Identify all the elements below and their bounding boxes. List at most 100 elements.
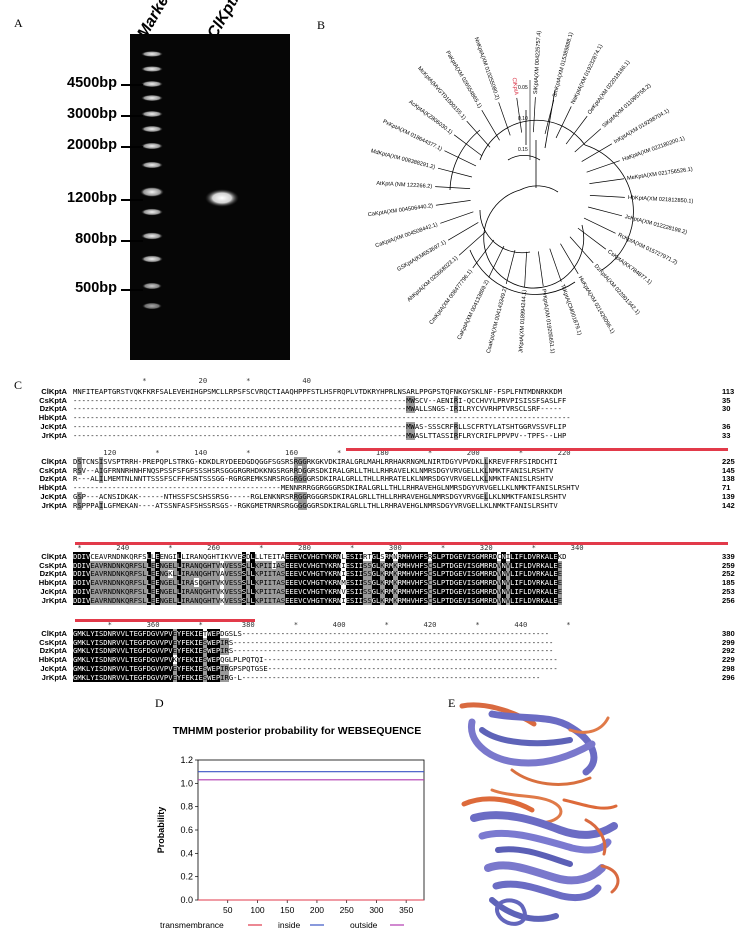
- tmhmm-chart: TMHMM posterior probability for WEBSEQUE…: [156, 725, 425, 930]
- tree-leaf-branch: [472, 239, 495, 269]
- alignment-sequence-name: JcKptA: [40, 421, 67, 431]
- panel-b-letter: B: [317, 18, 326, 32]
- tree-leaf-label: AtKptA (NM 122266.2): [376, 181, 432, 190]
- tree-leaf-branch: [466, 120, 491, 148]
- alignment-residue-count: 36: [722, 421, 731, 431]
- ladder-band: [141, 110, 163, 118]
- tree-leaf-label: SmKptA(XM 015389888.1): [552, 32, 575, 98]
- alignment-sequence-name: JrKptA: [41, 672, 67, 682]
- tree-leaf-label: HaKptA(XM 022180200.1): [622, 136, 686, 163]
- bp-label-800: 800bp: [75, 231, 117, 247]
- alignment-residue-count: 298: [722, 663, 735, 673]
- alignment-residue-count: 145: [722, 465, 735, 475]
- tree-leaf-label: CaKptA(XM 004508442.1): [375, 222, 439, 249]
- alignment-sequence-name: DzKptA: [39, 404, 67, 414]
- ladder-band: [141, 125, 163, 133]
- tree-leaf-label: MeKptA(XM 021756526.1): [627, 167, 694, 182]
- chart-legend: transmembrance inside outside: [160, 920, 404, 930]
- chart-frame: [197, 759, 425, 901]
- y-tick-label: 0.4: [180, 848, 193, 858]
- y-tick-label: 0.8: [180, 802, 193, 812]
- legend-label: inside: [278, 920, 300, 930]
- alignment-sequence-name: ClKptA: [41, 457, 67, 466]
- panel-a-letter: A: [14, 16, 23, 30]
- alignment-sequence: MNFITEAPTGRSTVQKFKRFSALEVEHIHGPSMCLLRPSF…: [73, 387, 562, 396]
- alignment-sequence-name: CsKptA: [39, 560, 67, 570]
- alignment-sequence: DDIVEAVRNDNKQRFSLLEENGKLLIRANQGHTVAVESSS…: [73, 569, 563, 579]
- sample-band: [205, 189, 239, 207]
- legend-label: transmembrance: [160, 920, 224, 930]
- ladder-band: [141, 255, 163, 263]
- alignment-sequence-name: JcKptA: [40, 586, 67, 596]
- alignment-residue-count: 299: [722, 637, 735, 647]
- alignment-sequence-name: HbKptA: [38, 483, 67, 493]
- alignment-sequence: DDIVEAVRNDNKQRFSLLEENGELLIRANQGHTVKVESSS…: [73, 586, 563, 596]
- domain-bar: [346, 448, 728, 451]
- tree-leaf-label: ClKptA: [510, 77, 518, 95]
- tree-leaf-label: AcKptA(KZ806030.1): [407, 99, 453, 136]
- y-tick-label: 1.0: [180, 778, 193, 788]
- tree-leaf-branch: [505, 250, 516, 285]
- tree-leaf-branch: [447, 222, 479, 241]
- tree-leaf-branch: [549, 248, 562, 282]
- tree-leaf-label: MdKptA(XM 008388291.2): [370, 148, 436, 170]
- tree-leaf-branch: [565, 115, 588, 145]
- tree-leaf-branch: [435, 200, 471, 206]
- tree-leaf-branch: [581, 143, 613, 162]
- tree-leaf-label: SiKptA(XM 004225757.4): [533, 31, 543, 95]
- ladder-band: [140, 187, 164, 197]
- tree-leaf-branch: [574, 128, 602, 153]
- alignment-sequence-name: DzKptA: [39, 474, 67, 484]
- y-axis-label: Probability: [156, 807, 166, 854]
- alignment-sequence-name: HbKptA: [38, 655, 67, 665]
- y-tick-label: 0.2: [180, 872, 193, 882]
- alignment-sequence: DDIVEAVRNDNKQRFSLLEENGELLIRANQGHTVKVESSS…: [73, 595, 563, 605]
- alignment-residue-count: 229: [722, 655, 735, 665]
- tree-leaf-branch: [435, 186, 471, 189]
- alignment-sequence-name: DzKptA: [39, 646, 67, 656]
- alignment-sequence: DSTCNSISVSPTRRH-PREPQPLSTRKG-KDKDLRYDEED…: [73, 457, 558, 466]
- domain-bar: [75, 542, 728, 545]
- y-tick-label: 0.6: [180, 825, 193, 835]
- tree-leaf-branch: [560, 243, 579, 275]
- ladder-band: [141, 232, 163, 240]
- y-tick-label: 1.2: [180, 755, 193, 765]
- alignment-sequence: ----------------------------------------…: [73, 395, 567, 405]
- bp-label-500: 500bp: [75, 280, 117, 296]
- alignment-sequence-name: ClKptA: [41, 629, 67, 638]
- tree-leaf-branch: [586, 160, 620, 173]
- alignment-sequence: DDIVEAVRNDNKQRFSLLEENGELLIRASQGHTVKVESSS…: [73, 578, 563, 588]
- tree-leaf-label: NnKptA(XM 010255080.2): [473, 37, 500, 101]
- alignment-sequence: DDIVCEAVRNDNKQRFSLLEENGILLIRANQGHTIKVVES…: [73, 552, 567, 561]
- tree-leaf-branch: [544, 99, 555, 134]
- alignment-sequence: R---ALILMEMTNLNNTTSSSFSCFFHSNTSSSGG-RGRG…: [73, 474, 554, 484]
- y-ticks: 0.0 0.2 0.4 0.6 0.8 1.0 1.2: [180, 755, 198, 905]
- alignment-ruler: * 240 * 260 * 280 * 300 * 320 * 340: [73, 543, 584, 552]
- tree-leaf-label: TcKptA(CM001879.1): [559, 284, 582, 337]
- alignment-sequence: ----------------------------------------…: [73, 421, 567, 431]
- alignment-residue-count: 339: [722, 552, 735, 561]
- alignment-ruler: 120 * 140 * 160 * 180 * 200 * 220: [73, 448, 571, 457]
- panel-c-letter: C: [14, 378, 23, 392]
- phylogenetic-tree: 0.05 0.10 0.15 ClKptA SiKptA(XM 004225757…: [368, 31, 694, 354]
- tree-leaf-branch: [588, 206, 623, 217]
- alignment-residue-count: 292: [722, 646, 735, 656]
- bp-tick: [121, 84, 143, 86]
- bp-tick: [121, 199, 143, 201]
- tree-leaf-branch: [437, 167, 472, 178]
- ladder-band: [141, 208, 163, 216]
- alignment-residue-count: 113: [722, 387, 735, 396]
- ladder-band: [141, 51, 163, 57]
- alignment-sequence: RSV--AIGFRNNRHNHFNQSPSSFSFGFSSSHSRSGGGRG…: [73, 465, 554, 475]
- bp-tick: [121, 289, 143, 291]
- ladder-band: [141, 161, 163, 169]
- tree-leaves: ClKptA SiKptA(XM 004225757.4) SmKptA(XM 01…: [368, 31, 694, 354]
- alignment-residue-count: 252: [722, 569, 735, 579]
- ladder-band: [142, 282, 162, 290]
- bp-tick: [121, 240, 143, 242]
- bp-label-2000: 2000bp: [67, 137, 117, 153]
- alignment-residue-count: 71: [722, 483, 731, 493]
- alignment-sequence: ----------------------------------------…: [73, 413, 571, 423]
- chart-series: [198, 771, 424, 901]
- alignment-residue-count: 259: [722, 560, 735, 570]
